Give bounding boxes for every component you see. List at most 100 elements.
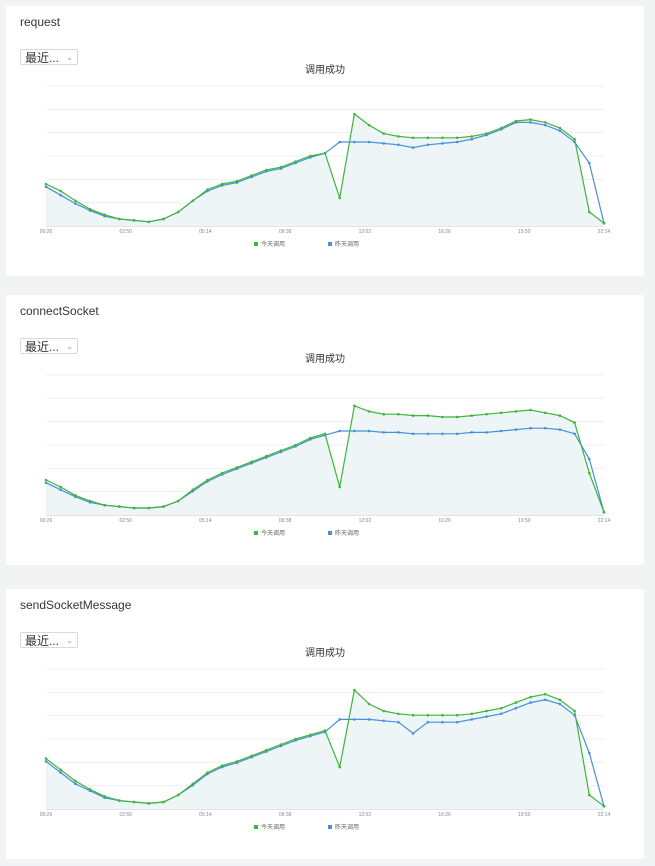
data-point [59,193,62,197]
data-point [426,414,430,417]
data-point [220,764,224,767]
data-point [397,712,400,716]
legend-swatch [254,242,258,246]
x-tick-label: 05:14 [199,812,212,818]
data-point [44,481,48,485]
data-point [455,140,459,144]
x-tick-label: 05:14 [199,518,212,524]
legend-label: 昨天调用 [335,823,359,831]
data-point [367,718,371,721]
data-point [162,800,165,804]
data-point [588,751,591,755]
data-point [426,136,430,140]
data-point [294,160,297,163]
x-tick-label: 22:14 [598,812,611,818]
data-point [132,219,136,222]
range-select[interactable]: 最近... ⌄ [20,49,78,65]
range-select[interactable]: 最近... ⌄ [20,338,78,354]
data-point [455,720,459,724]
legend-label: 昨天调用 [335,529,359,537]
data-point [544,426,547,430]
data-point [132,800,136,804]
data-point [558,126,562,130]
data-point [162,505,165,508]
data-point [44,182,48,186]
x-tick-label: 00:26 [40,812,53,818]
data-point [88,499,92,503]
legend-swatch [254,825,258,829]
data-point [558,414,562,417]
range-select-value: 最近... [25,340,60,354]
data-point [279,165,283,169]
data-point [309,733,312,737]
data-point [44,757,48,760]
data-point [338,429,342,433]
data-point [573,421,576,424]
data-point [573,432,576,436]
data-point [118,217,121,221]
data-point [499,411,503,415]
data-point [59,485,62,489]
data-point [74,782,77,786]
data-point [485,709,488,713]
data-point [382,132,386,135]
data-point [426,432,430,436]
data-point [176,499,180,503]
chart-title: 调用成功 [305,64,345,76]
data-point [250,174,253,177]
data-point [147,506,151,510]
data-point [441,415,444,419]
data-point [118,799,121,802]
data-point [309,436,312,440]
x-tick-label: 02:50 [119,229,132,235]
panel-connectSocket: connectSocket 最近... ⌄ 调用成功 00:26 02:50 05:1… [6,295,644,565]
data-point [323,432,327,436]
legend-label: 今天调用 [261,529,285,537]
x-tick-label: 05:14 [199,229,212,235]
range-select-value: 最近... [25,634,60,648]
x-tick-label: 12:02 [359,518,372,524]
data-point [59,189,62,193]
data-point [338,196,342,200]
legend-swatch [328,825,332,829]
data-point [588,793,591,797]
data-point [176,210,180,214]
data-point [573,137,576,141]
data-point [441,713,444,717]
data-point [103,503,106,507]
data-point [544,121,547,124]
data-point [353,404,356,408]
x-tick-label: 22:14 [598,229,611,235]
data-point [338,485,342,489]
data-point [338,718,342,721]
x-tick-label: 09:38 [279,229,292,235]
data-point [426,713,430,717]
data-point [397,431,400,434]
data-point [103,213,106,217]
chart: 调用成功 00:26 02:50 05:14 09:38 12:02 16:26 19:50 2… [40,353,611,537]
data-point [411,146,415,149]
range-select[interactable]: 最近... ⌄ [20,632,78,648]
data-point [367,140,371,144]
x-tick-label: 19:50 [518,518,531,524]
data-point [470,414,474,417]
data-point [382,719,386,723]
data-point [235,179,239,183]
panel-request: request 最近... ⌄ 调用成功 00:26 02:50 05:14 09:38… [6,6,644,276]
data-point [499,706,503,710]
data-point [367,429,371,433]
data-point [367,123,371,127]
data-point [602,221,606,225]
x-tick-label: 16:26 [438,229,451,235]
data-point [59,768,62,772]
data-point [514,706,518,710]
data-point [455,713,459,717]
data-point [544,123,547,127]
data-point [441,142,444,145]
data-point [235,466,239,469]
data-point [382,431,386,434]
data-point [544,411,547,415]
range-select-value: 最近... [25,51,60,65]
area-fill [46,405,604,515]
data-point [88,207,92,211]
